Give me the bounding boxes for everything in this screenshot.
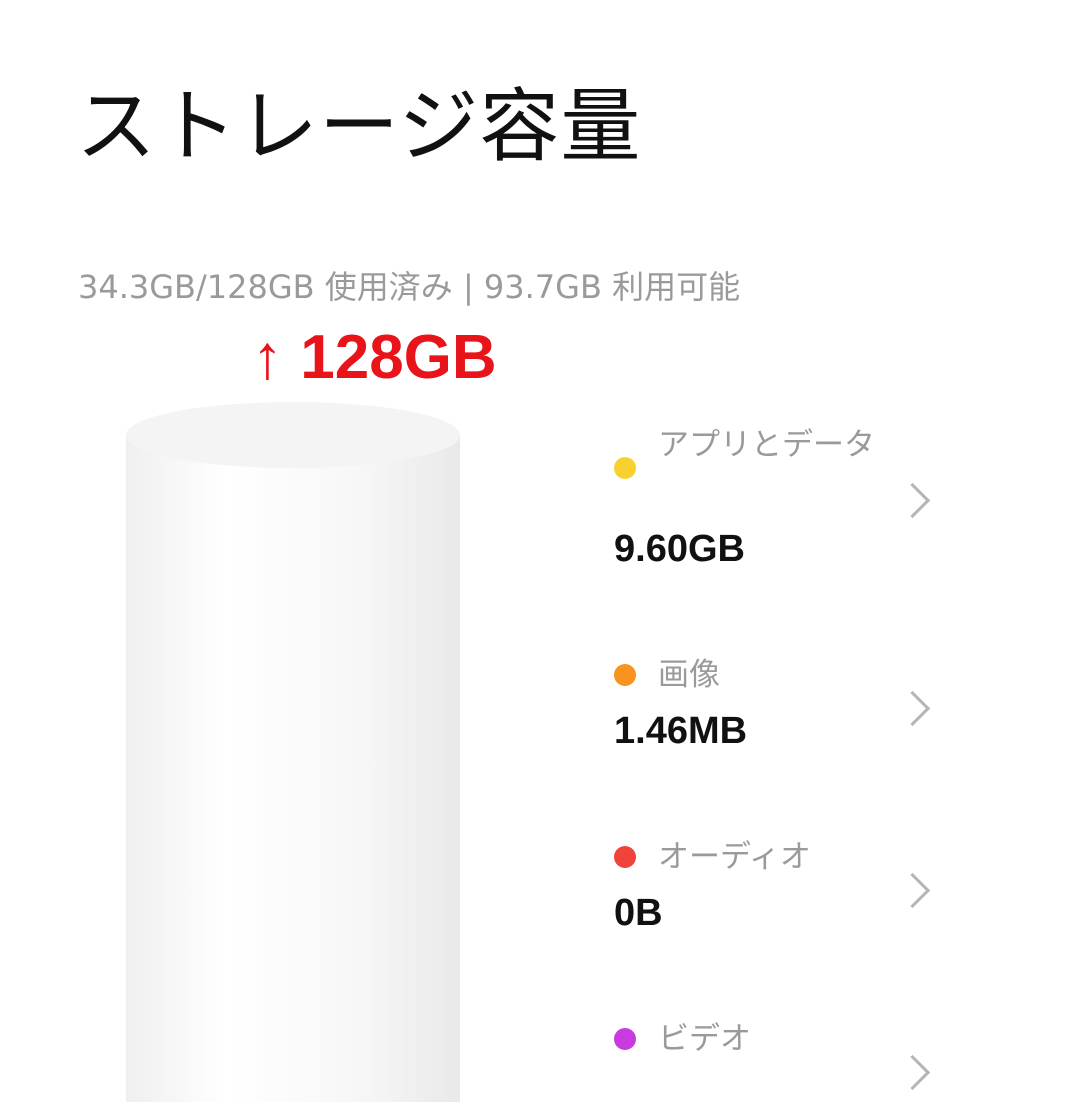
apps-color-dot	[614, 457, 636, 479]
capacity-annotation: ↑ 128GB	[252, 323, 497, 392]
category-label: 画像	[658, 657, 720, 693]
images-color-dot	[614, 664, 636, 686]
chevron-right-icon[interactable]	[894, 482, 931, 519]
audio-color-dot	[614, 846, 636, 868]
category-value: 9.60GB	[614, 528, 745, 570]
storage-summary: 34.3GB/128GB 使用済み | 93.7GB 利用可能	[78, 268, 741, 306]
chevron-right-icon[interactable]	[894, 690, 931, 727]
chevron-right-icon[interactable]	[894, 1054, 931, 1091]
category-label: オーディオ	[658, 839, 811, 875]
video-color-dot	[614, 1028, 636, 1050]
category-label: アプリとデータ	[658, 427, 875, 463]
cylinder-body	[126, 435, 460, 1102]
chevron-right-icon[interactable]	[894, 872, 931, 909]
cylinder-top	[126, 402, 460, 468]
page-title: ストレージ容量	[76, 80, 642, 173]
category-label: ビデオ	[658, 1021, 751, 1057]
storage-cylinder	[126, 402, 460, 1102]
category-value: 1.46MB	[614, 710, 748, 752]
category-value: 0B	[614, 892, 663, 934]
